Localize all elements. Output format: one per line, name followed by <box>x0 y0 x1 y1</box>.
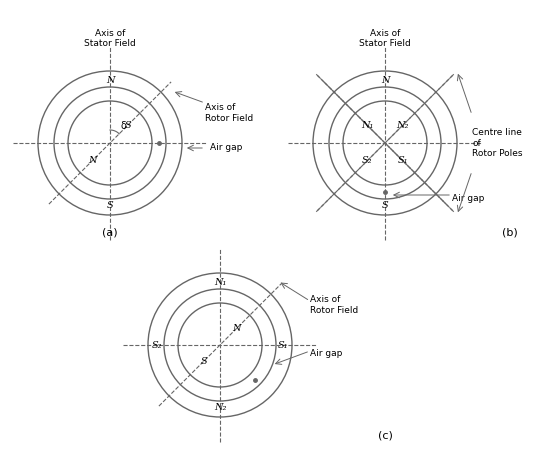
Text: N: N <box>106 76 114 85</box>
Text: Axis of
Rotor Field: Axis of Rotor Field <box>205 103 253 123</box>
Text: S: S <box>382 201 388 210</box>
Text: S: S <box>125 120 131 130</box>
Text: N: N <box>88 156 96 165</box>
Text: δ: δ <box>120 121 126 131</box>
Text: N₂: N₂ <box>214 403 226 412</box>
Text: N: N <box>232 324 240 333</box>
Text: Axis of
Stator Field: Axis of Stator Field <box>84 29 136 48</box>
Text: S₁: S₁ <box>398 156 408 165</box>
Text: Axis of
Rotor Field: Axis of Rotor Field <box>310 295 358 315</box>
Text: Air gap: Air gap <box>310 348 342 357</box>
Text: Air gap: Air gap <box>452 194 485 203</box>
Text: Centre line
of
Rotor Poles: Centre line of Rotor Poles <box>472 128 522 158</box>
Text: N₁: N₁ <box>361 120 374 130</box>
Text: N₁: N₁ <box>214 278 226 287</box>
Text: N: N <box>381 76 389 85</box>
Text: S: S <box>201 357 207 366</box>
Text: S: S <box>107 201 113 210</box>
Text: S₂: S₂ <box>362 156 372 165</box>
Text: Air gap: Air gap <box>210 144 243 153</box>
Text: (c): (c) <box>377 430 392 440</box>
Text: Axis of
Stator Field: Axis of Stator Field <box>359 29 411 48</box>
Text: S₂: S₂ <box>152 341 162 350</box>
Text: S₁: S₁ <box>278 341 288 350</box>
Text: N₂: N₂ <box>397 120 409 130</box>
Text: (b): (b) <box>502 228 518 238</box>
Text: (a): (a) <box>102 228 118 238</box>
